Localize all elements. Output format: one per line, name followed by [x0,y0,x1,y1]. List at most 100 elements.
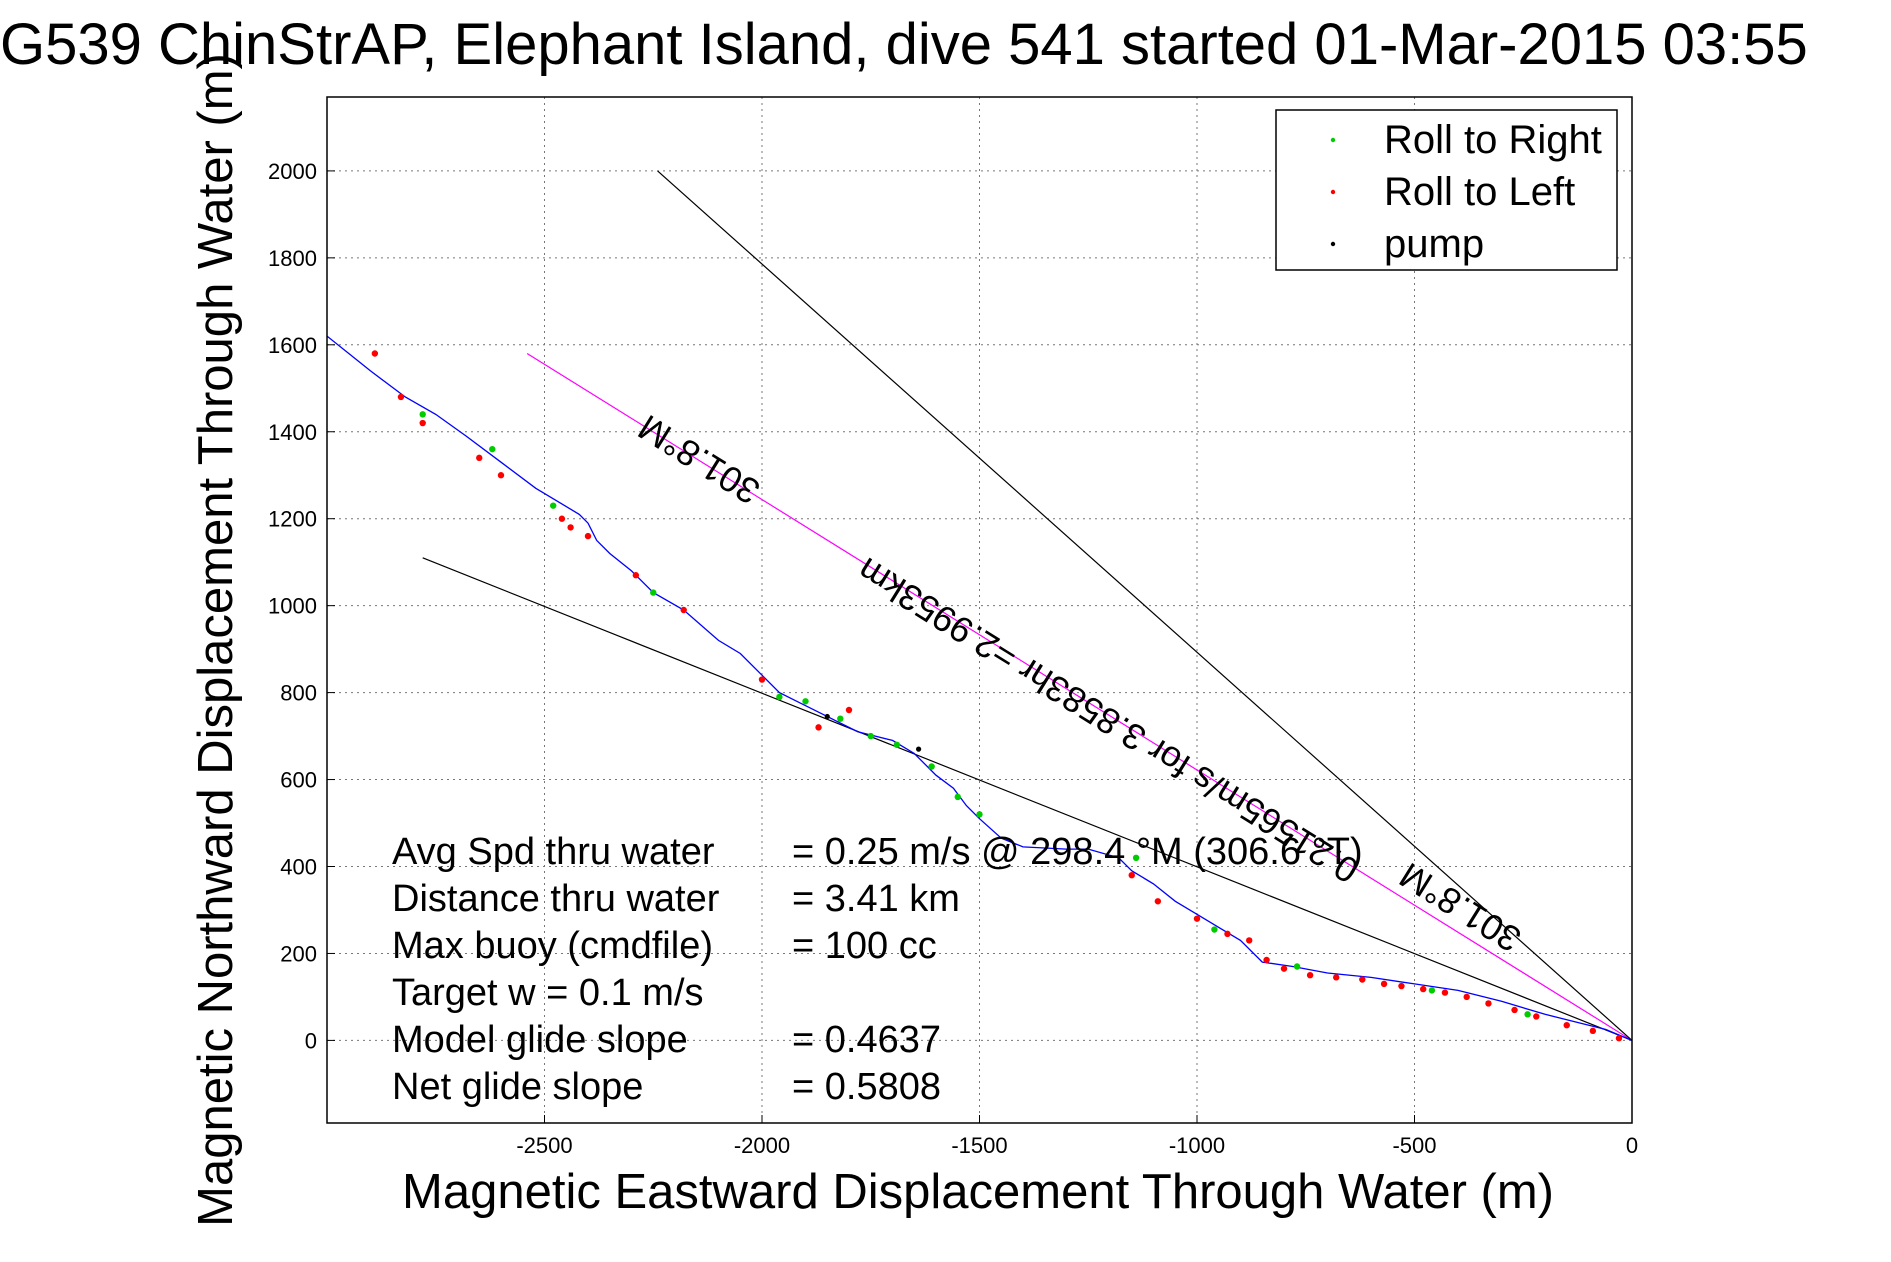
roll-left-point [1128,871,1135,879]
roll-right-point [489,445,496,453]
roll-left-point [1193,915,1201,922]
dive-track-line [327,335,1632,1041]
roll-left-point [1263,956,1270,964]
pump-point [916,746,922,752]
y-tick-label: 1400 [268,420,317,445]
legend: Roll to Right Roll to Left pump [1275,109,1618,271]
roll-left-point [680,606,687,614]
heading-line [526,352,1632,1041]
stat-value: = 0.4637 [792,1019,941,1061]
legend-label: Roll to Right [1384,118,1602,162]
roll-right-point [954,793,961,801]
stat-value: = 100 cc [792,925,937,967]
roll-right-point [776,693,783,701]
roll-left-point [371,350,379,357]
y-tick-label: 600 [280,768,317,793]
stat-value: = 0.5808 [792,1066,941,1108]
y-axis-title: Magnetic Northward Displacement Through … [189,53,243,1227]
x-axis-title: Magnetic Eastward Displacement Through W… [402,1165,1554,1219]
stat-label: Avg Spd thru water [392,831,715,873]
upper-line [657,170,1632,1041]
roll-left-point [1380,980,1388,988]
stat-label: Model glide slope [392,1019,688,1061]
roll-left-point [1563,1021,1570,1029]
stat-label: Max buoy (cmdfile) [392,925,713,967]
roll-right-point [419,411,426,418]
roll-left-point [1154,898,1162,905]
roll-left-point [1246,937,1253,944]
roll-left-point [1441,989,1449,996]
legend-marker [1330,189,1336,195]
reference-lines [422,170,1632,1041]
legend-marker [1330,137,1336,143]
x-tick-label: -1500 [951,1133,1007,1158]
roll-left-point [584,532,592,540]
roll-left-point [397,393,405,401]
roll-right-point [837,715,844,722]
y-tick-label: 200 [280,941,317,966]
stat-label: Distance thru water [392,878,720,920]
lower-line [422,557,1632,1041]
roll-left-point [632,572,640,579]
x-tick-label: -1000 [1169,1133,1225,1158]
roll-points [371,350,1623,1042]
y-tick-label: 800 [280,681,317,706]
roll-left-point [1420,985,1427,993]
roll-left-point [558,515,566,522]
roll-right-point [802,698,809,705]
roll-left-point [1615,1035,1623,1042]
roll-left-point [1463,993,1470,1001]
roll-left-point [1359,976,1366,983]
roll-right-point [650,589,657,596]
x-tick-label: -500 [1392,1133,1436,1158]
stat-value: = 3.41 km [792,878,960,920]
y-tick-label: 1200 [268,507,317,532]
roll-left-point [1306,971,1314,979]
roll-left-point [1398,982,1405,990]
roll-left-point [1224,930,1231,938]
y-tick-label: 0 [305,1028,317,1053]
legend-marker [1330,241,1336,247]
roll-left-point [815,724,822,731]
roll-left-point [845,706,853,714]
roll-left-point [476,454,483,462]
roll-right-point [1211,926,1218,933]
stat-label: Net glide slope [392,1066,643,1108]
y-tick-label: 1600 [268,333,317,358]
roll-left-point [1589,1027,1597,1035]
roll-left-point [1280,965,1288,972]
stats-box: Avg Spd thru water = 0.25 m/s @ 298.4 °M … [392,831,1363,1108]
x-tick-label: -2000 [734,1133,790,1158]
roll-right-point [1132,854,1140,862]
y-tick-label: 400 [280,855,317,880]
roll-right-point [1428,987,1436,994]
roll-right-point [976,811,983,818]
roll-right-point [893,741,901,748]
legend-label: Roll to Left [1384,170,1575,214]
x-tick-label: 0 [1626,1133,1638,1158]
roll-left-point [567,524,574,531]
roll-right-point [1293,963,1301,970]
stat-label: Target w = 0.1 m/s [392,972,704,1014]
legend-label: pump [1384,222,1484,266]
chart-title: G539 ChinStrAP, Elephant Island, dive 54… [0,12,1808,77]
roll-right-point [550,502,557,509]
roll-left-point [1511,1006,1518,1014]
roll-left-point [497,472,505,479]
roll-left-point [1485,1000,1492,1007]
roll-left-point [419,419,426,427]
x-ticks: -2500 -2000 -1500 -1000 -500 0 [516,1115,1638,1158]
stat-value: = 0.25 m/s @ 298.4 °M (306.6 °T) [792,831,1363,873]
roll-right-point [928,763,935,770]
roll-left-point [1533,1013,1540,1020]
y-ticks: 0 200 400 600 800 1000 1200 1400 1600 1800 2000 [268,159,335,1053]
track-layer [327,335,1632,1041]
pump-point [824,713,830,720]
y-tick-label: 1000 [268,594,317,619]
x-tick-label: -2500 [516,1133,572,1158]
roll-left-point [1333,974,1340,981]
roll-right-point [867,732,874,740]
roll-left-point [758,676,766,683]
y-tick-label: 1800 [268,246,317,271]
